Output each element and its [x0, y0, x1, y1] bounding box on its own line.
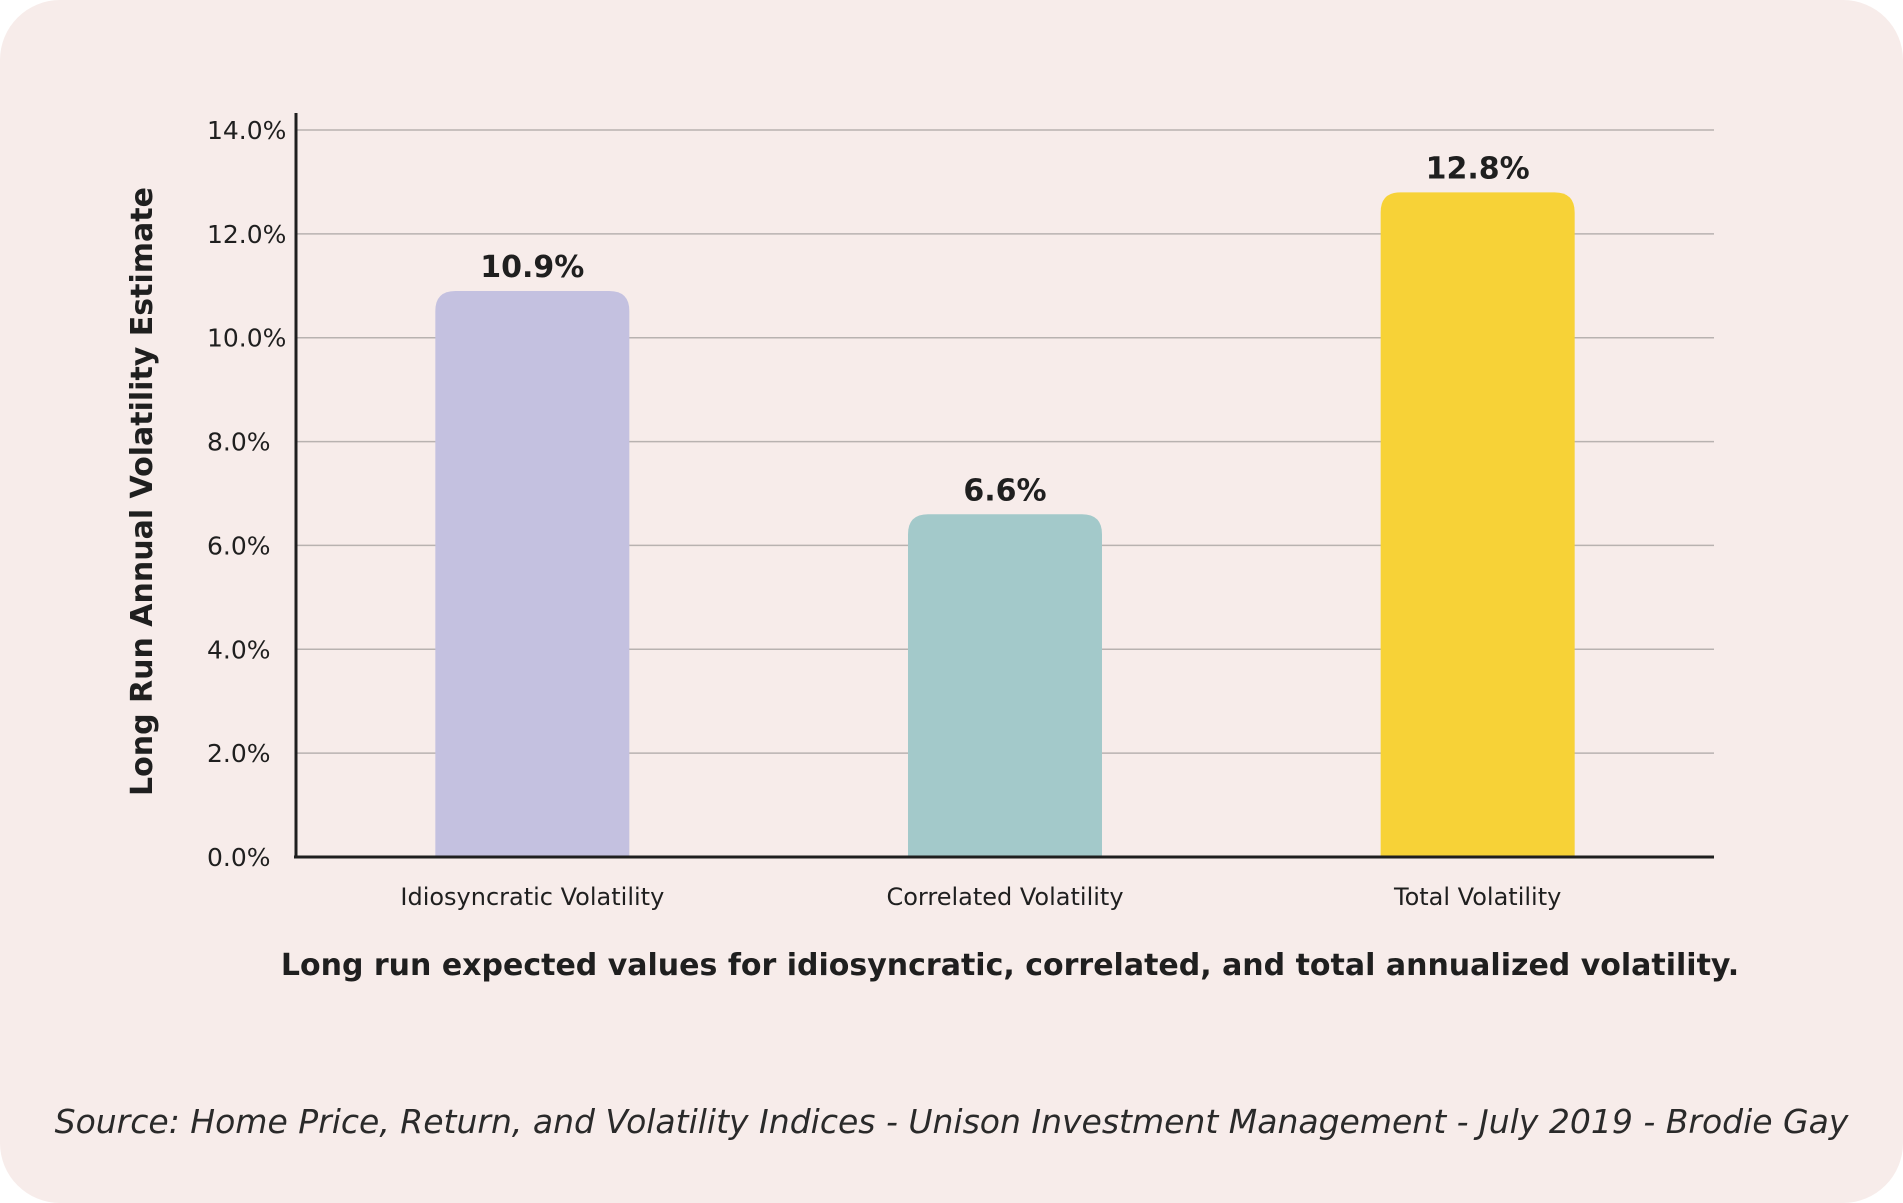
bar — [1380, 192, 1575, 858]
x-tick-label: Correlated Volatility — [886, 883, 1123, 911]
y-tick-label: 4.0% — [207, 635, 271, 664]
y-tick-label: 10.0% — [207, 324, 286, 353]
bar — [908, 514, 1102, 857]
bar — [435, 290, 630, 857]
source-note: Source: Home Price, Return, and Volatili… — [54, 1102, 1849, 1141]
data-label: 10.9% — [480, 250, 584, 285]
data-label: 12.8% — [1426, 151, 1530, 186]
x-tick-label: Idiosyncratic Volatility — [400, 883, 664, 911]
y-tick-label: 0.0% — [207, 843, 271, 872]
x-tick-label: Total Volatility — [1393, 883, 1561, 911]
y-tick-label: 14.0% — [207, 116, 286, 145]
data-label: 6.6% — [963, 473, 1046, 508]
y-tick-label: 2.0% — [207, 739, 271, 768]
y-tick-label: 8.0% — [207, 428, 271, 457]
y-tick-label: 6.0% — [207, 531, 271, 560]
chart-caption: Long run expected values for idiosyncrat… — [280, 948, 1740, 983]
y-axis-label: Long Run Annual Volatility Estimate — [125, 187, 160, 796]
y-tick-label: 12.0% — [207, 220, 286, 249]
